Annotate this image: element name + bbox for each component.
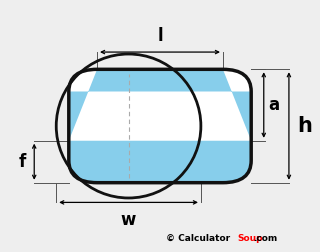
Text: h: h [297, 116, 312, 136]
Text: .com: .com [253, 234, 277, 243]
Text: l: l [157, 27, 163, 45]
Polygon shape [69, 69, 251, 141]
Text: © Calculator: © Calculator [166, 234, 230, 243]
Text: a: a [268, 96, 280, 114]
Text: f: f [19, 153, 26, 171]
Text: Soup: Soup [237, 234, 262, 243]
Text: w: w [121, 211, 136, 229]
FancyBboxPatch shape [69, 69, 251, 183]
